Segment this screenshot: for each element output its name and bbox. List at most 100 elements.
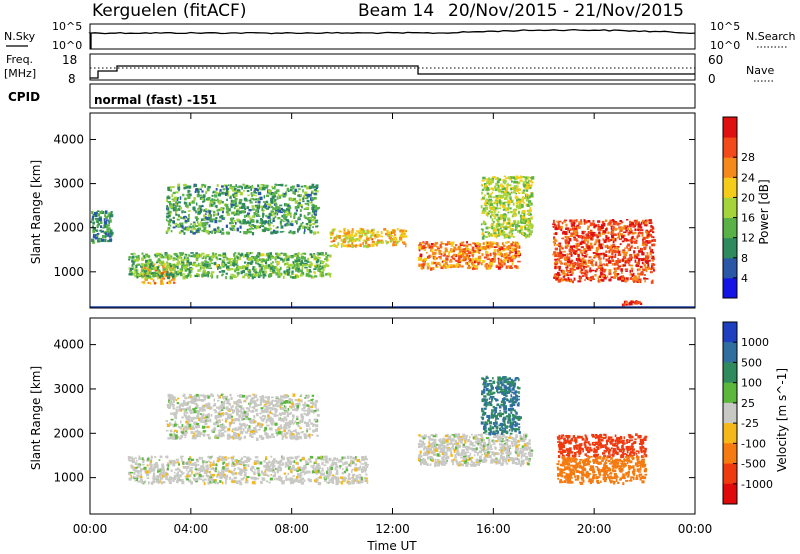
power-echo-cell <box>207 216 211 220</box>
power-echo-cell <box>568 229 571 234</box>
power-echo-cell <box>188 213 190 217</box>
power-echo-cell <box>284 223 287 227</box>
power-echo-cell <box>202 200 205 203</box>
power-echo-cell <box>131 260 135 263</box>
velocity-echo-cell <box>138 455 141 459</box>
velocity-echo-cell <box>161 465 165 469</box>
power-echo-cell <box>342 235 345 237</box>
power-echo-cell <box>203 214 206 218</box>
velocity-echo-cell <box>268 469 273 472</box>
power-echo-cell <box>177 263 179 267</box>
power-echo-cell <box>371 238 374 241</box>
power-echo-cell <box>104 232 107 236</box>
power-echo-cell <box>622 249 626 252</box>
power-echo-cell <box>486 231 489 233</box>
power-echo-cell <box>530 193 534 198</box>
power-echo-cell <box>507 193 511 196</box>
power-echo-cell <box>580 249 583 252</box>
power-echo-cell <box>515 192 517 195</box>
power-echo-cell <box>282 192 284 196</box>
power-echo-cell <box>555 227 559 230</box>
power-echo-cell <box>566 260 571 264</box>
power-echo-cell <box>503 193 507 196</box>
velocity-echo-cell <box>215 464 218 467</box>
power-echo-cell <box>268 213 272 216</box>
power-echo-cell <box>181 222 184 225</box>
power-echo-cell <box>237 189 241 192</box>
power-echo-cell <box>432 255 436 260</box>
power-echo-cell <box>434 257 438 260</box>
velocity-echo-cell <box>151 456 153 458</box>
power-echo-cell <box>313 256 317 258</box>
power-echo-cell <box>207 214 211 217</box>
power-echo-cell <box>334 239 337 241</box>
power-echo-cell <box>588 256 591 259</box>
power-echo-cell <box>289 275 292 277</box>
power-echo-cell <box>566 241 570 244</box>
velocity-echo-cell <box>217 458 221 461</box>
power-echo-cell <box>210 255 214 259</box>
power-echo-cell <box>162 276 165 280</box>
power-echo-cell <box>425 241 429 245</box>
power-echo-cell <box>510 251 514 254</box>
power-echo-cell <box>262 201 266 203</box>
power-echo-cell <box>581 257 585 261</box>
velocity-echo-cell <box>145 474 150 477</box>
velocity-echo-cell <box>177 471 179 474</box>
power-echo-cell <box>174 252 178 256</box>
power-echo-cell <box>259 196 263 201</box>
power-echo-cell <box>247 262 250 265</box>
velocity-echo-cell <box>215 470 217 473</box>
velocity-echo-cell <box>354 463 358 466</box>
power-echo-cell <box>498 262 502 265</box>
power-echo-cell <box>508 184 512 187</box>
velocity-echo-cell <box>160 467 163 471</box>
power-echo-cell <box>311 218 315 222</box>
power-echo-cell <box>177 270 180 274</box>
power-echo-cell <box>185 257 188 260</box>
power-echo-cell <box>182 273 186 275</box>
power-echo-cell <box>591 269 595 272</box>
velocity-echo-cell <box>235 460 239 464</box>
velocity-echo-cell <box>257 473 261 477</box>
power-echo-cell <box>614 253 617 256</box>
power-echo-cell <box>322 268 325 271</box>
power-echo-cell <box>272 261 274 264</box>
power-echo-cell <box>588 277 590 281</box>
power-echo-cell <box>576 247 579 251</box>
power-echo-cell <box>225 189 228 193</box>
velocity-echo-cell <box>281 481 285 485</box>
power-echo-cell <box>242 270 245 274</box>
power-echo-cell <box>158 265 161 268</box>
power-echo-cell <box>557 272 560 274</box>
power-echo-cell <box>629 276 633 280</box>
velocity-echo-cell <box>249 476 252 479</box>
power-echo-cell <box>253 266 256 268</box>
power-echo-cell <box>447 241 450 245</box>
power-echo-cell <box>236 268 240 271</box>
power-echo-cell <box>566 264 569 268</box>
power-echo-cell <box>652 263 656 266</box>
velocity-echo-cell <box>293 460 296 464</box>
power-echo-cell <box>171 275 175 279</box>
power-echo-cell <box>637 268 641 271</box>
velocity-echo-cell <box>199 468 203 472</box>
velocity-echo-cell <box>142 463 145 466</box>
power-echo-cell <box>251 218 255 223</box>
velocity-echo-cell <box>158 468 162 473</box>
power-echo-cell <box>347 229 349 233</box>
power-echo-cell <box>638 280 641 284</box>
velocity-echo-cell <box>331 463 334 467</box>
power-echo-cell <box>631 269 633 273</box>
power-echo-cell <box>214 219 218 224</box>
power-echo-cell <box>153 266 157 270</box>
velocity-echo-cell <box>273 477 276 481</box>
power-echo-cell <box>500 254 503 256</box>
power-echo-cell <box>216 275 219 279</box>
power-echo-cell <box>110 211 113 213</box>
power-echo-cell <box>584 273 588 277</box>
power-echo-cell <box>587 259 591 262</box>
power-echo-cell <box>393 236 397 240</box>
power-echo-cell <box>517 246 519 249</box>
power-echo-cell <box>245 231 248 235</box>
